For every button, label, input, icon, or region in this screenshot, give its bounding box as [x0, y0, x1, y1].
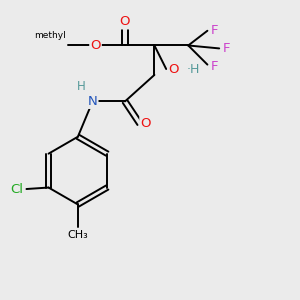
Text: H: H	[76, 80, 85, 93]
Text: N: N	[88, 95, 98, 108]
Text: CH₃: CH₃	[68, 230, 88, 239]
Text: F: F	[211, 60, 218, 73]
Text: F: F	[223, 42, 230, 55]
Text: O: O	[90, 39, 101, 52]
Text: O: O	[168, 62, 179, 76]
Text: O: O	[140, 117, 151, 130]
Text: ·H: ·H	[186, 62, 200, 76]
Text: F: F	[211, 24, 218, 37]
Text: methyl: methyl	[34, 31, 66, 40]
Text: Cl: Cl	[11, 182, 23, 196]
Text: O: O	[120, 15, 130, 28]
